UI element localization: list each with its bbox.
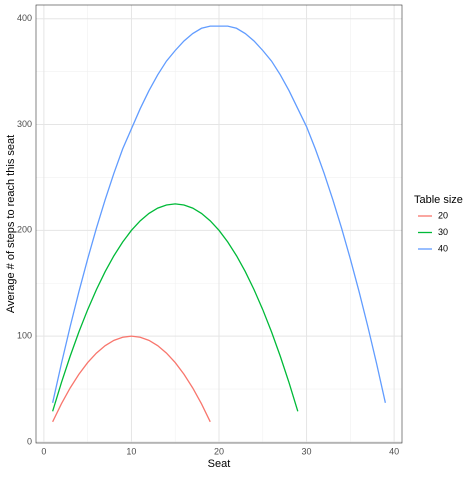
y-tick-label: 400 [17, 13, 32, 23]
line [52, 203, 299, 412]
panel-border [35, 4, 403, 444]
legend-label: 20 [438, 210, 448, 220]
y-tick-label: 300 [17, 119, 32, 129]
y-axis-title: Average # of steps to reach this seat [5, 135, 17, 313]
y-tick-label: 0 [27, 436, 32, 446]
y-tick-label: 200 [17, 225, 32, 235]
line [52, 335, 211, 423]
legend-label: 40 [438, 243, 448, 253]
x-axis-title: Seat [208, 458, 231, 470]
x-tick-label: 0 [41, 446, 46, 456]
x-tick-label: 20 [214, 446, 224, 456]
x-tick-label: 40 [389, 446, 399, 456]
y-tick-label: 100 [17, 331, 32, 341]
line [52, 25, 386, 403]
legend-label: 30 [438, 227, 448, 237]
legend-title: Table size [414, 194, 463, 206]
x-tick-label: 30 [302, 446, 312, 456]
x-tick-label: 10 [126, 446, 136, 456]
